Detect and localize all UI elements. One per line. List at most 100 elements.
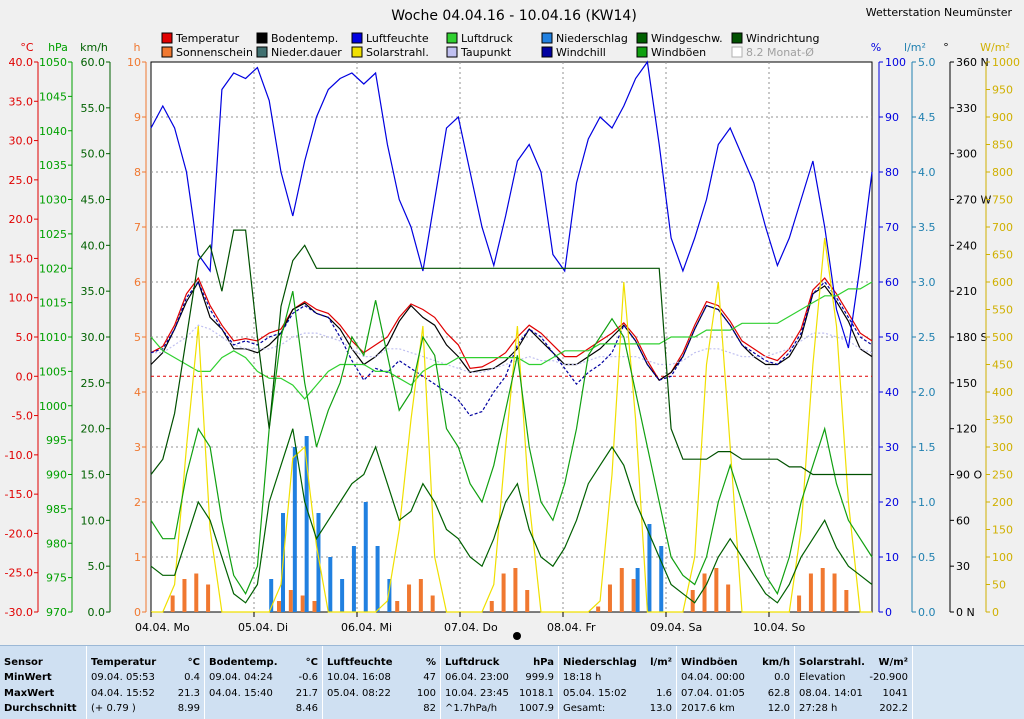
stats-cell-value: 21.7 [295, 688, 318, 699]
axis-tick-label-hours: 6 [134, 276, 141, 289]
axis-tick-label-direction: 270 W [956, 194, 991, 207]
bar-sonnenschein [182, 579, 187, 612]
axis-tick-label-solar: 100 [992, 551, 1013, 564]
legend-swatch-solarstrahl [351, 46, 363, 58]
stats-header-name: Sensor [4, 657, 43, 668]
axis-tick-label-solar: 400 [992, 386, 1013, 399]
series-line-solarstrahl [151, 237, 872, 613]
stats-header-unit: km/h [762, 657, 790, 668]
bar-niederschlag [659, 546, 664, 612]
axis-tick-label-temperature: -5.0 [12, 410, 33, 423]
stats-cell-detail: 07.04. 01:05 [681, 688, 745, 699]
axis-tick-label-solar: 650 [992, 249, 1013, 262]
axis-tick-label-temperature: 5.0 [16, 331, 34, 344]
bar-niederschlag [635, 568, 640, 612]
legend-swatch-luftfeuchte [351, 32, 363, 44]
axis-tick-label-wind: 30.0 [81, 331, 106, 344]
stats-column-luftfeuchte: Luftfeuchte% 10.04. 16:08 47 05.04. 08:22 10… [323, 646, 441, 719]
axis-tick-label-pressure: 1040 [39, 125, 67, 138]
axis-tick-label-rain: 2.5 [918, 331, 936, 344]
axis-tick-label-hours: 1 [134, 551, 141, 564]
stats-cell-value: 62.8 [767, 688, 790, 699]
stats-cell-value: 1041 [882, 688, 908, 699]
axis-tick-label-wind: 35.0 [81, 285, 106, 298]
bar-sonnenschein [300, 595, 305, 612]
series-line-taupunkt [151, 324, 873, 373]
legend-swatch-8-2-monat [731, 46, 743, 58]
axis-tick-label-wind: 0.0 [88, 606, 106, 619]
bar-niederschlag [316, 513, 321, 612]
axis-unit-solar: W/m² [980, 41, 1010, 54]
series-line-windgeschw [150, 428, 873, 604]
axis-tick-label-pressure: 1000 [39, 400, 67, 413]
axis-tick-label-humidity: 60 [885, 276, 899, 289]
x-label-day: 07.04. Do [444, 621, 498, 634]
bar-sonnenschein [797, 595, 802, 612]
stats-header-name: Luftfeuchte [327, 657, 393, 668]
stats-cell-detail: 27:28 h [799, 703, 838, 714]
axis-tick-label-wind: 55.0 [81, 102, 106, 115]
axis-tick-label-rain: 3.0 [918, 276, 936, 289]
axis-tick-label-wind: 15.0 [81, 469, 106, 482]
axis-tick-label-temperature: -10.0 [5, 449, 33, 462]
axis-tick-label-pressure: 1050 [39, 56, 67, 69]
axis-tick-label-rain: 2.0 [918, 386, 936, 399]
x-label-day: 10.04. So [753, 621, 805, 634]
stats-row-label: MinWert [4, 672, 52, 683]
legend-swatch-sonnenschein [161, 46, 173, 58]
series-line-bodentemp [150, 280, 873, 382]
axis-tick-label-rain: 3.5 [918, 221, 936, 234]
bar-sonnenschein [407, 584, 412, 612]
axis-tick-label-solar: 50 [992, 579, 1006, 592]
axis-tick-label-rain: 4.5 [918, 111, 936, 124]
axis-tick-label-hours: 0 [134, 606, 141, 619]
bar-niederschlag [304, 436, 309, 612]
bar-sonnenschein [596, 606, 601, 612]
stats-row-label: MaxWert [4, 688, 55, 699]
axis-tick-label-pressure: 1005 [39, 365, 67, 378]
axis-tick-label-direction: 60 [956, 514, 970, 527]
axis-tick-label-temperature: 30.0 [9, 135, 34, 148]
axis-tick-label-solar: 350 [992, 414, 1013, 427]
axis-tick-label-pressure: 1015 [39, 297, 67, 310]
stats-cell-detail: 2017.6 km [681, 703, 735, 714]
axis-tick-label-pressure: 995 [46, 434, 67, 447]
stats-table: Sensor MinWert MaxWert Durchschnitt Temperat… [0, 645, 1024, 719]
axis-tick-label-solar: 700 [992, 221, 1013, 234]
stats-column-bodentemp: Bodentemp. °C 09.04. 04:24 -0.6 04.04. 15:40… [205, 646, 323, 719]
bar-sonnenschein [430, 595, 435, 612]
x-label-day: 04.04. Mo [135, 621, 190, 634]
bar-niederschlag [351, 546, 356, 612]
bar-sonnenschein [702, 573, 707, 612]
stats-header-unit: °C [305, 657, 318, 668]
axis-tick-label-solar: 450 [992, 359, 1013, 372]
axis-tick-label-pressure: 990 [46, 469, 67, 482]
x-axis-labels: 04.04. Mo 05.04. Di 06.04. Mi 07.04. Do 08.0… [135, 612, 805, 640]
axis-tick-label-temperature: -25.0 [5, 567, 33, 580]
bar-sonnenschein [277, 601, 282, 612]
stats-header-unit: °C [187, 657, 200, 668]
stats-cell-value: 0.4 [184, 672, 200, 683]
bar-niederschlag [647, 524, 652, 612]
legend-swatch-bodentemp [256, 32, 268, 44]
legend-label-bodentemp: Bodentemp. [271, 32, 338, 45]
stats-cell-detail: 04.04. 00:00 [681, 672, 745, 683]
bar-sonnenschein [726, 584, 731, 612]
bar-sonnenschein [489, 601, 494, 612]
stats-column-temperatur: Temperatur °C 09.04. 05:53 0.4 04.04. 15:52 2… [87, 646, 205, 719]
stats-header-name: Niederschlag [563, 657, 637, 668]
axis-tick-label-direction: 210 [956, 285, 977, 298]
axis-tick-label-direction: 120 [956, 423, 977, 436]
stats-header-name: Bodentemp. [209, 657, 278, 668]
axis-tick-label-pressure: 1035 [39, 159, 67, 172]
axis-tick-label-temperature: 15.0 [9, 252, 34, 265]
stats-cell-detail: 10.04. 16:08 [327, 672, 391, 683]
axis-tick-label-rain: 0.0 [918, 606, 936, 619]
stats-header-unit: W/m² [878, 657, 908, 668]
stats-cell-detail: 09.04. 04:24 [209, 672, 273, 683]
axis-tick-label-wind: 60.0 [81, 56, 106, 69]
bar-niederschlag [340, 579, 345, 612]
stats-cell-detail: 10.04. 23:45 [445, 688, 509, 699]
axis-tick-label-pressure: 1020 [39, 262, 67, 275]
legend-label-temperatur: Temperatur [175, 32, 240, 45]
